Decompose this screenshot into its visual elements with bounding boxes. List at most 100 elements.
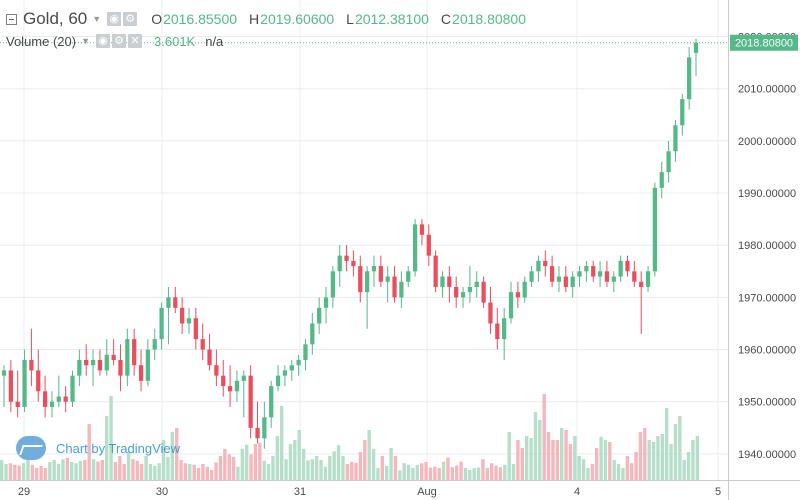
candle-body [570, 276, 575, 287]
volume-bar [643, 428, 647, 480]
volume-bar [560, 428, 564, 480]
volume-bar [385, 466, 389, 480]
candle-body [591, 266, 596, 277]
volume-bar [498, 467, 503, 480]
candle-body [255, 427, 260, 439]
candle-body [495, 323, 500, 340]
candle-body [186, 318, 192, 324]
candle-body [556, 276, 562, 282]
gear-icon[interactable]: ⚙ [123, 12, 138, 26]
candle-body [56, 396, 61, 402]
volume-title[interactable]: Volume (20) [6, 33, 77, 49]
volume-bar [253, 444, 258, 480]
candle-body [166, 297, 171, 308]
candle-body [104, 354, 109, 371]
volume-bar [625, 456, 630, 480]
volume-bar [0, 460, 4, 480]
candle-body [15, 401, 20, 407]
y-tick-label: 1980.00000 [738, 240, 796, 252]
volume-bar [214, 462, 218, 480]
eye-icon[interactable]: ◉ [107, 12, 122, 26]
collapse-toggle-button[interactable] [6, 13, 17, 25]
symbol-title[interactable]: Gold, 60 [23, 9, 88, 28]
candle-body [693, 42, 699, 53]
candle-body [680, 99, 685, 126]
y-tick-label: 1990.00000 [738, 188, 796, 200]
volume-bar [271, 456, 275, 480]
volume-bar [126, 452, 131, 480]
chevron-down-icon[interactable]: ▼ [92, 14, 102, 24]
high-label: H [249, 11, 260, 27]
volume-bar [153, 466, 157, 480]
volume-bar [131, 459, 135, 480]
candle-body [522, 281, 527, 298]
volume-bar [236, 466, 240, 480]
volume-bar [192, 464, 196, 480]
candle-body [645, 271, 651, 287]
volume-bar [258, 442, 262, 480]
volume-bar [179, 460, 183, 480]
candle-body [152, 339, 157, 350]
volume-bar [188, 464, 192, 480]
volume-bar [249, 454, 253, 480]
tradingview-watermark[interactable]: Chart by TradingView [16, 436, 180, 460]
candle-body [406, 271, 411, 282]
candle-body [687, 57, 692, 100]
volume-bar [310, 459, 315, 480]
candle-body [303, 344, 308, 360]
watermark-text[interactable]: Chart by TradingView [56, 440, 181, 456]
symbol-legend: Gold, 60 ▼ ◉ ⚙ O 2016.85500 H 2019.60600… [6, 8, 526, 30]
volume-bar [293, 440, 297, 480]
volume-bar [52, 460, 56, 480]
candle-body [262, 417, 267, 439]
volume-bar [503, 464, 507, 480]
volume-bar [96, 461, 100, 480]
volume-bar [358, 452, 363, 480]
volume-bar [573, 436, 577, 480]
candle-body [221, 375, 226, 387]
volume-bar [306, 460, 310, 480]
candle-body [399, 281, 404, 298]
candle-body [269, 386, 274, 418]
volume-bar [8, 463, 13, 480]
volume-bar [586, 468, 590, 480]
candle-body [529, 271, 534, 282]
volume-bar [26, 460, 30, 480]
volume-bars [0, 394, 700, 480]
chevron-down-icon[interactable]: ▼ [81, 36, 91, 46]
volume-bar [21, 463, 26, 480]
volume-bar [336, 445, 341, 480]
candle-body [90, 360, 96, 366]
volume-bar [450, 467, 455, 480]
volume-legend: Volume (20) ▼ ◉ ⚙ ✕ 3.601K n/a [6, 31, 223, 51]
close-icon[interactable]: ✕ [128, 34, 143, 48]
volume-bar [175, 428, 179, 480]
volume-bar [315, 456, 319, 480]
volume-value: 3.601K [154, 33, 196, 49]
candle-body [42, 391, 48, 407]
volume-bar [568, 444, 573, 480]
volume-bar [210, 470, 214, 480]
gear-icon[interactable]: ⚙ [112, 34, 127, 48]
volume-bar [341, 456, 345, 480]
volume-bar [691, 440, 695, 480]
volume-bar [363, 440, 367, 480]
candle-body [673, 125, 678, 152]
volume-bar [4, 464, 8, 480]
candle-body [138, 365, 144, 381]
candle-body [515, 292, 520, 298]
y-tick-label: 1940.00000 [738, 449, 796, 461]
volume-bar [660, 434, 665, 480]
eye-icon[interactable]: ◉ [96, 34, 111, 48]
volume-bar [135, 460, 140, 480]
volume-bar [564, 430, 568, 480]
candle-body [639, 281, 644, 287]
volume-bar [525, 436, 529, 480]
x-tick-label: 31 [294, 486, 306, 498]
volume-bar [459, 461, 463, 480]
candle-body [625, 260, 630, 272]
y-tick-label: 2000.00000 [738, 136, 796, 148]
candle-body [536, 260, 541, 272]
